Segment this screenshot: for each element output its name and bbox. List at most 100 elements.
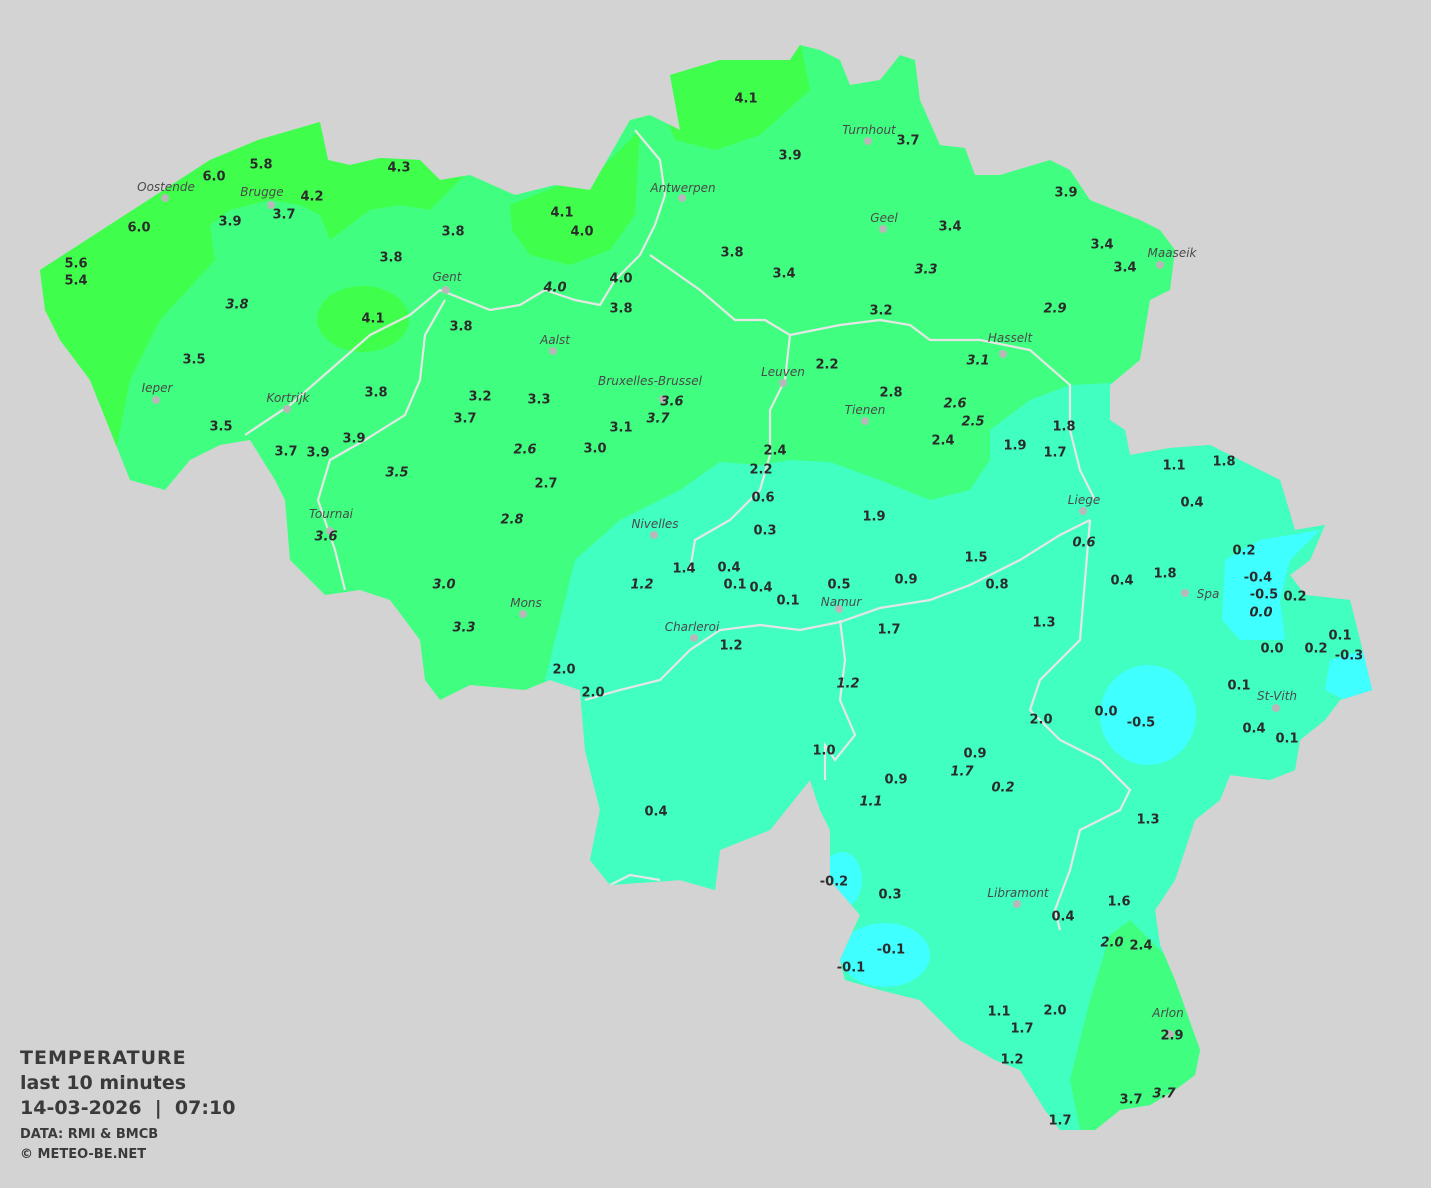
city-dot	[864, 137, 872, 145]
station-temperature: 0.9	[894, 573, 917, 588]
station-temperature: 1.0	[812, 744, 835, 759]
city-name: Gent	[433, 270, 463, 284]
city-dot	[1156, 261, 1164, 269]
station-temperature: 0.3	[753, 524, 776, 539]
station-temperature: 3.1	[609, 421, 632, 436]
station-temperature: 4.0	[542, 281, 566, 296]
city-name: Nivelles	[631, 517, 678, 531]
city-dot	[1166, 1030, 1174, 1038]
station-temperature: 3.4	[1113, 261, 1136, 276]
station-temperature: 3.3	[914, 263, 937, 278]
station-temperature: 1.1	[1162, 459, 1185, 474]
station-temperature: 1.7	[1048, 1114, 1071, 1129]
band-warm-gent	[317, 286, 409, 352]
band-cool-south	[540, 382, 1372, 1130]
city-dot	[1181, 589, 1189, 597]
station-temperature: 1.2	[836, 677, 859, 692]
station-temperature: 3.7	[1152, 1087, 1176, 1102]
station-temperature: 3.4	[772, 267, 795, 282]
band-mild-arlon	[1070, 920, 1220, 1130]
station-temperature: 2.2	[815, 358, 838, 373]
station-temperature: 6.0	[127, 221, 150, 236]
city-dot	[326, 527, 334, 535]
city-liege: Liege	[1068, 493, 1100, 515]
city-dot	[442, 286, 450, 294]
city-name: Aalst	[539, 333, 571, 347]
station-temperature: 0.3	[878, 888, 901, 903]
station-temperature: 1.8	[1212, 455, 1235, 470]
station-temperature: 1.3	[1136, 813, 1159, 828]
city-name: Turnhout	[842, 123, 897, 137]
city-name: Tournai	[309, 507, 354, 521]
station-temperature: 3.4	[1090, 238, 1113, 253]
station-temperature: 6.0	[202, 170, 225, 185]
band-frost-border	[1325, 650, 1372, 700]
band-frost-east	[1222, 530, 1320, 640]
station-temperature: 1.5	[964, 551, 987, 566]
station-temperature: 2.9	[1160, 1029, 1183, 1044]
station-temperature: 3.5	[385, 466, 408, 481]
station-temperature: 0.4	[1051, 910, 1074, 925]
station-temperature: 2.0	[581, 686, 604, 701]
station-temperature: 0.4	[717, 561, 740, 576]
city-turnhout: Turnhout	[842, 123, 897, 145]
city-dot	[678, 194, 686, 202]
city-dot	[999, 350, 1007, 358]
station-temperature: 2.8	[500, 513, 523, 528]
city-name: Geel	[870, 211, 898, 225]
station-temperature: 0.0	[1260, 642, 1283, 657]
band-frost-sw2	[840, 923, 930, 987]
legend-subtitle: last 10 minutes	[20, 1072, 187, 1094]
station-temperature: 3.7	[1119, 1093, 1142, 1108]
station-temperature: 3.3	[452, 621, 475, 636]
station-temperature: 1.6	[1107, 895, 1130, 910]
city-arlon: Arlon	[1151, 1006, 1184, 1038]
station-temperature: 0.1	[1227, 679, 1250, 694]
station-temperature: 4.1	[734, 92, 757, 107]
station-temperature: 0.0	[1094, 705, 1117, 720]
station-values: 4.1 3.9 3.7 4.3 5.8 6.0 4.2 3.7 3.9 6.0 4.1 4.0 3.8 3…	[64, 92, 1363, 1129]
station-temperature: 1.2	[630, 578, 653, 593]
city-dot	[267, 201, 275, 209]
station-temperature: 1.7	[877, 623, 900, 638]
city-name: St-Vith	[1257, 689, 1297, 703]
legend-datetime: 14-03-2026 | 07:10	[20, 1097, 236, 1119]
city-dot	[1079, 507, 1087, 515]
station-temperature: 0.1	[723, 578, 746, 593]
station-temperature: 3.6	[314, 530, 337, 545]
city-ieper: Ieper	[142, 381, 173, 404]
city-dot	[1013, 900, 1021, 908]
station-temperature: 2.0	[1043, 1004, 1066, 1019]
station-temperature: 0.2	[991, 781, 1014, 796]
station-temperature: 2.9	[1043, 302, 1066, 317]
city-dot	[835, 605, 843, 613]
river-dijle	[649, 254, 792, 571]
station-temperature: 2.6	[943, 397, 966, 412]
river-demer	[789, 318, 1096, 501]
city-name: Bruxelles-Brussel	[598, 374, 703, 388]
station-temperature: 5.4	[64, 274, 87, 289]
city-bruxelles-brussel: Bruxelles-Brussel	[598, 374, 703, 403]
station-temperature: -0.1	[877, 943, 905, 958]
station-temperature: 0.5	[827, 578, 850, 593]
city-name: Namur	[821, 595, 863, 609]
station-temperature: 3.8	[609, 302, 632, 317]
station-temperature: 0.8	[985, 578, 1008, 593]
city-kortrijk: Kortrijk	[267, 391, 311, 413]
station-temperature: 0.4	[1242, 722, 1265, 737]
station-temperature: 1.3	[1032, 616, 1055, 631]
station-temperature: -0.5	[1127, 716, 1155, 731]
station-temperature: 1.8	[1052, 420, 1075, 435]
station-temperature: 3.8	[720, 246, 743, 261]
station-temperature: 3.8	[379, 251, 402, 266]
river-maas-south	[823, 619, 857, 780]
station-temperature: 0.2	[1304, 642, 1327, 657]
station-temperature: -0.2	[820, 875, 848, 890]
city-tournai: Tournai	[309, 507, 354, 535]
city-st-vith: St-Vith	[1257, 689, 1297, 712]
city-name: Kortrijk	[267, 391, 311, 405]
station-temperature: 0.2	[1232, 544, 1255, 559]
station-temperature: -0.1	[837, 961, 865, 976]
station-temperature: 2.0	[1029, 713, 1052, 728]
city-gent: Gent	[433, 270, 463, 294]
